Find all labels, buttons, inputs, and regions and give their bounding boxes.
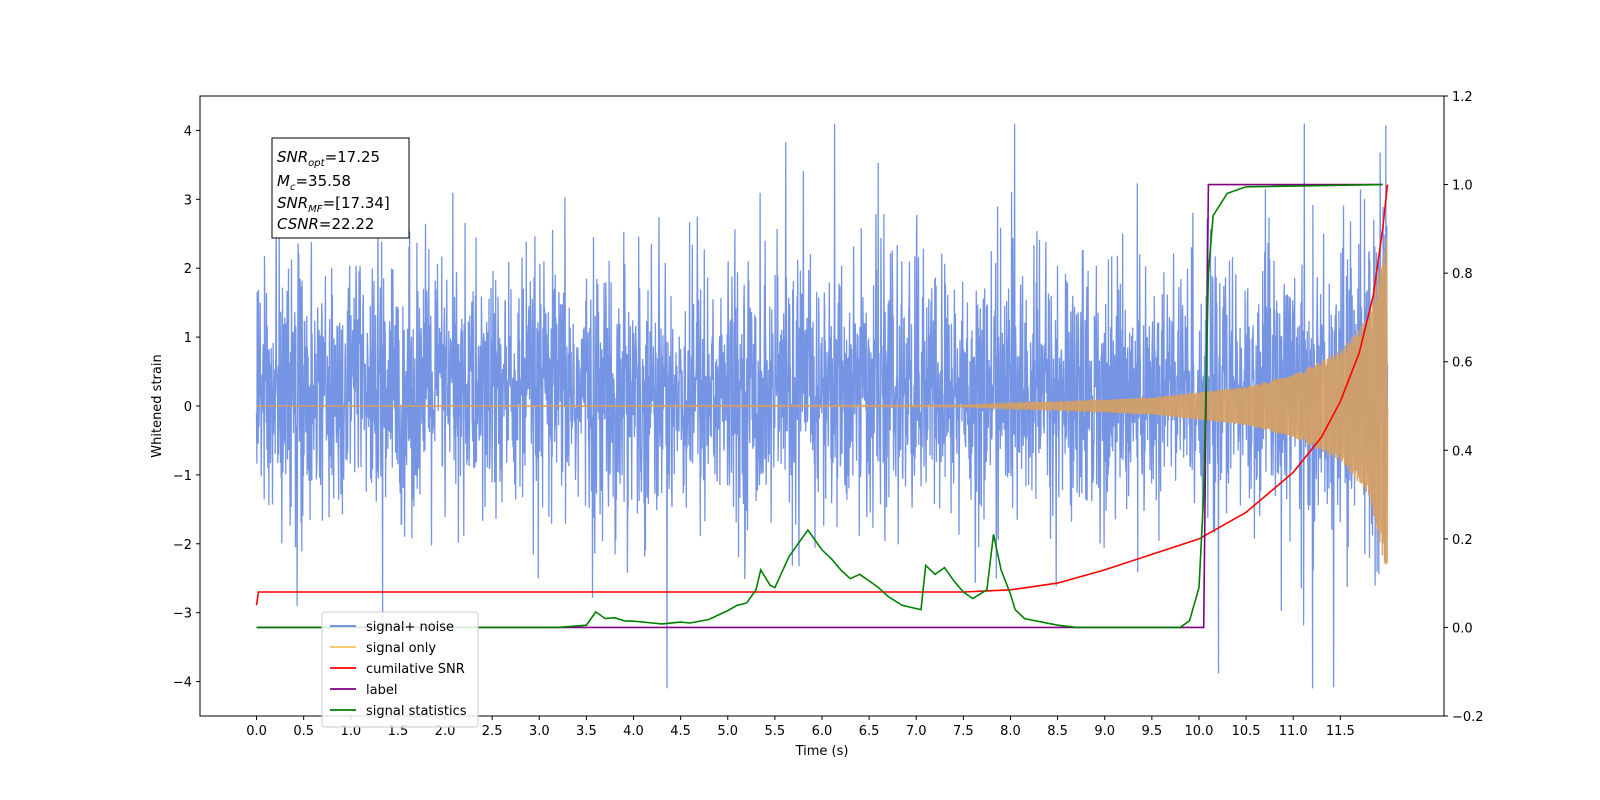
y-axis-right: 1.2 1.0 0.8 0.6 0.4 0.2 0.0 −0.2 (1444, 90, 1484, 725)
y-axis-label: Whitened strain (150, 354, 165, 457)
x-tick-label: 8.5 (1047, 724, 1068, 739)
legend-label: label (366, 683, 397, 698)
x-tick-label: 4.5 (670, 724, 691, 739)
y2-tick-label: 0.0 (1452, 621, 1473, 636)
y2-tick-label: 0.8 (1452, 267, 1473, 282)
y-tick-label: 4 (184, 124, 192, 139)
y-tick-label: −2 (173, 538, 192, 553)
x-axis: 0.0 0.5 1.0 1.5 2.0 2.5 3.0 3.5 4.0 4.5 5.0 5.5 6.0 6… (246, 716, 1355, 739)
x-tick-label: 1.0 (340, 724, 361, 739)
x-tick-label: 3.5 (576, 724, 597, 739)
x-tick-label: 2.0 (435, 724, 456, 739)
y2-tick-label: 1.0 (1452, 179, 1473, 194)
x-tick-label: 5.5 (765, 724, 786, 739)
annotation-snr-opt: SNRopt=17.25 (277, 148, 380, 169)
legend-label: signal statistics (366, 704, 467, 719)
annotation-mc: Mc=35.58 (277, 172, 351, 193)
y-tick-label: −4 (173, 676, 192, 691)
x-tick-label: 5.0 (717, 724, 738, 739)
legend-frame (321, 611, 479, 728)
series-layer (255, 123, 1389, 689)
x-tick-label: 0.5 (293, 724, 314, 739)
x-tick-label: 6.0 (812, 724, 833, 739)
x-tick-label: 11.5 (1326, 724, 1355, 739)
y2-tick-label: 0.6 (1452, 356, 1473, 371)
x-tick-label: 3.0 (529, 724, 550, 739)
y2-tick-label: 0.4 (1452, 444, 1473, 459)
y2-tick-label: 1.2 (1452, 90, 1473, 105)
y2-tick-label: −0.2 (1452, 710, 1484, 725)
x-tick-label: 6.5 (859, 724, 880, 739)
x-tick-label: 10.5 (1232, 724, 1261, 739)
x-tick-label: 7.0 (906, 724, 927, 739)
series-signal-only (256, 237, 1389, 565)
legend-label: signal only (366, 641, 436, 656)
x-tick-label: 11.0 (1279, 724, 1308, 739)
y-tick-label: 3 (184, 193, 192, 208)
y-tick-label: −1 (173, 469, 192, 484)
annotation-csnr: CSNR=22.22 (277, 215, 374, 233)
x-tick-label: 10.0 (1184, 724, 1213, 739)
y2-tick-label: 0.2 (1452, 533, 1473, 548)
annotation-snr-mf: SNRMF=[17.34] (277, 194, 390, 215)
annotation-box: SNRopt=17.25 Mc=35.58 SNRMF=[17.34] CSNR… (271, 137, 410, 239)
y-axis-left: 4 3 2 1 0 −1 −2 −3 −4 (173, 124, 200, 691)
x-tick-label: 1.5 (388, 724, 409, 739)
y-tick-label: 2 (184, 262, 192, 277)
x-tick-label: 7.5 (953, 724, 974, 739)
x-axis-label: Time (s) (795, 744, 849, 759)
x-tick-label: 0.0 (246, 724, 267, 739)
x-tick-label: 4.0 (623, 724, 644, 739)
x-tick-label: 8.0 (1000, 724, 1021, 739)
legend: signal+ noise signal only cumilative SNR la… (321, 611, 479, 728)
series-signal-plus-noise (255, 123, 1389, 689)
x-tick-label: 2.5 (482, 724, 503, 739)
series-signal-statistics (256, 183, 1383, 629)
x-tick-label: 9.5 (1142, 724, 1163, 739)
legend-label: cumilative SNR (366, 662, 465, 677)
legend-label: signal+ noise (366, 620, 454, 635)
series-cumilative-snr (255, 184, 1389, 606)
annotation-frame (271, 137, 410, 239)
x-tick-label: 9.0 (1094, 724, 1115, 739)
y-tick-label: 0 (184, 400, 192, 415)
y-tick-label: −3 (173, 607, 192, 622)
y-tick-label: 1 (184, 331, 192, 346)
